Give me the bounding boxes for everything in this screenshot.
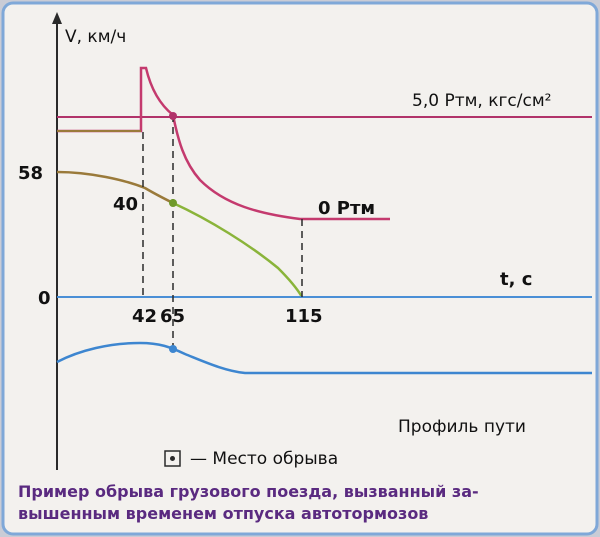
caption-line-2: вышенным временем отпуска автотормозов (18, 504, 428, 523)
speed-zero-label: 0 (38, 288, 51, 309)
track-profile-curve (56, 341, 592, 375)
caption-line-1: Пример обрыва грузового поезда, вызванны… (18, 482, 479, 501)
legend-break-icon (164, 450, 181, 467)
speed-curve-green (172, 201, 304, 298)
pressure-curve (57, 66, 390, 221)
legend-break-dot-icon (170, 456, 175, 461)
speed-start-label: 58 (18, 163, 43, 184)
time-axis-label: t, c (500, 269, 532, 290)
time-tick-42: 42 (132, 306, 157, 327)
time-tick-115: 115 (285, 306, 323, 327)
break-point-speed (169, 199, 177, 207)
speed-break-label: 40 (113, 194, 138, 215)
speed-curve-brown (56, 170, 174, 205)
pressure-zero-label: 0 Pтм (318, 198, 375, 219)
profile-label: Профиль пути (398, 417, 526, 437)
time-tick-65: 65 (160, 306, 185, 327)
break-point-pressure (169, 112, 177, 120)
y-axis-arrow-icon (52, 12, 62, 24)
y-axis-label: V, км/ч (65, 27, 126, 47)
legend-label: — Место обрыва (190, 449, 338, 469)
pressure-high-label: 5,0 Pтм, кгс/см² (412, 91, 552, 111)
